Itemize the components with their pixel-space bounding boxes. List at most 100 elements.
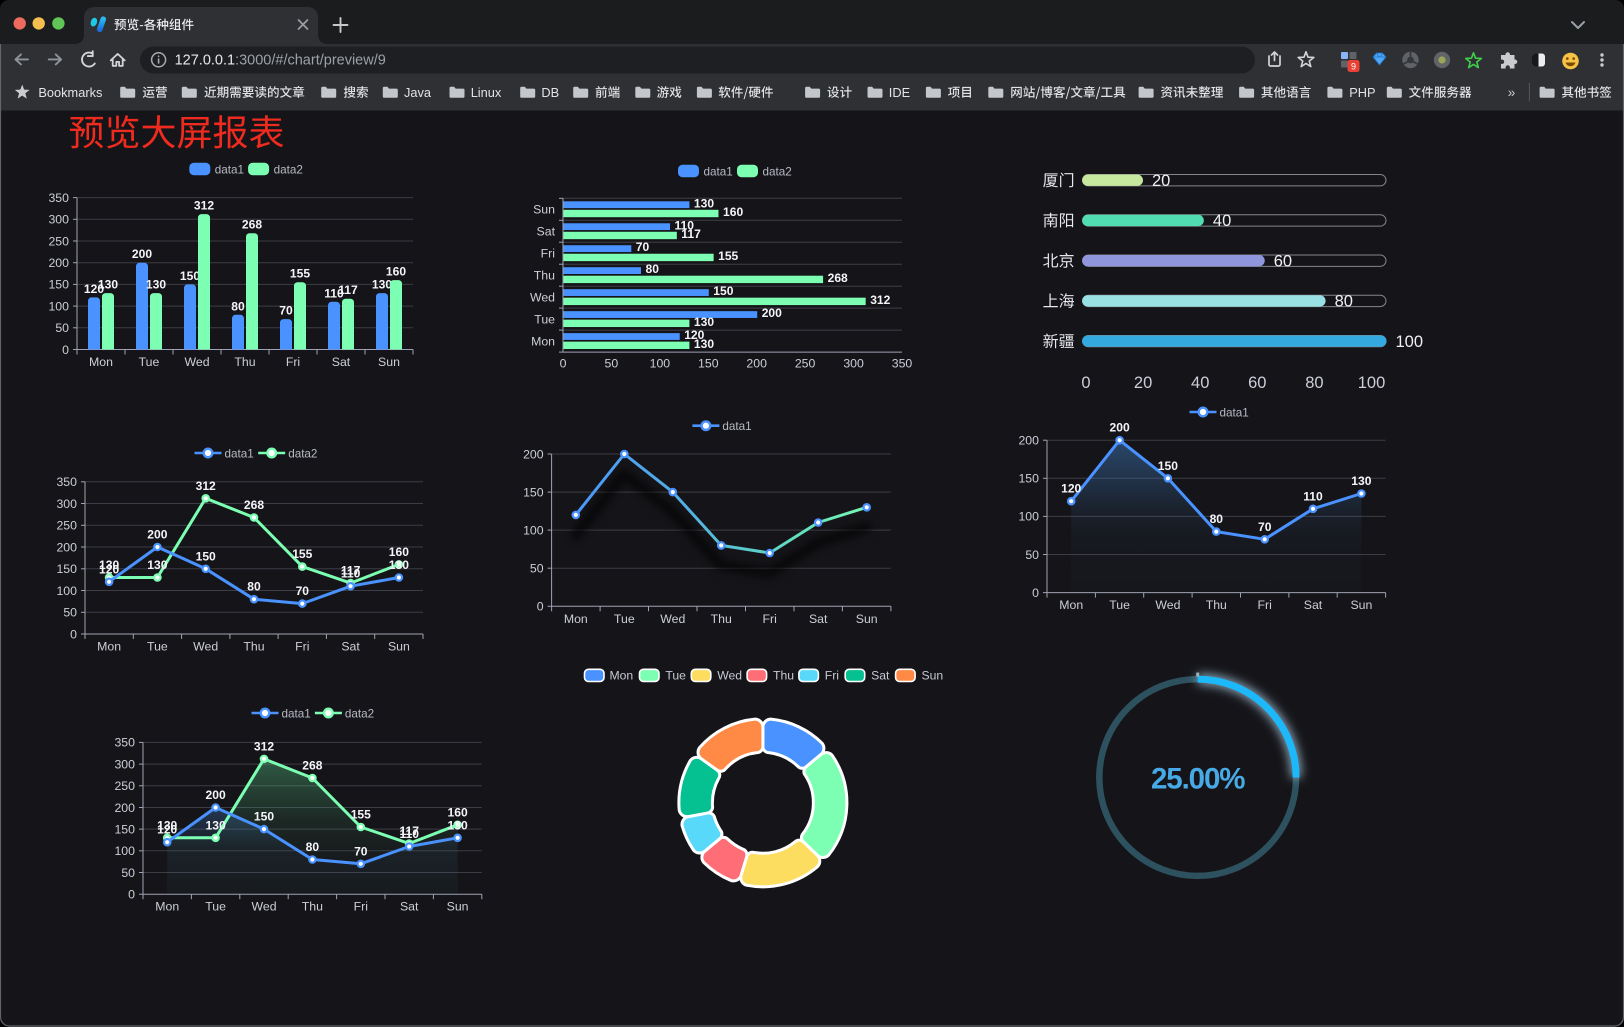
svg-text:Fri: Fri xyxy=(354,900,368,914)
svg-text:200: 200 xyxy=(114,801,135,815)
svg-text:150: 150 xyxy=(523,485,544,499)
svg-text:100: 100 xyxy=(56,584,77,598)
svg-text:0: 0 xyxy=(62,343,69,357)
svg-text:155: 155 xyxy=(351,808,371,822)
svg-text:150: 150 xyxy=(713,284,733,298)
svg-text:Wed: Wed xyxy=(530,291,555,305)
svg-text:200: 200 xyxy=(206,788,226,802)
svg-text:312: 312 xyxy=(870,293,890,307)
svg-text:120: 120 xyxy=(157,823,177,837)
svg-text:Mon: Mon xyxy=(531,334,555,348)
svg-text:Mon: Mon xyxy=(564,612,588,626)
svg-text:data1: data1 xyxy=(704,165,733,178)
svg-text:Wed: Wed xyxy=(1155,598,1180,612)
svg-text:200: 200 xyxy=(746,357,767,371)
svg-text:80: 80 xyxy=(1305,374,1323,392)
svg-text:110: 110 xyxy=(1303,489,1323,503)
svg-text:50: 50 xyxy=(605,357,619,371)
svg-text:110: 110 xyxy=(399,827,419,841)
svg-text:70: 70 xyxy=(296,584,310,598)
svg-text:155: 155 xyxy=(292,547,312,561)
svg-text:Fri: Fri xyxy=(1258,598,1272,612)
svg-text:Tue: Tue xyxy=(1109,598,1130,612)
svg-text:350: 350 xyxy=(114,736,135,750)
svg-text:100: 100 xyxy=(650,357,671,371)
svg-text:250: 250 xyxy=(114,779,135,793)
svg-text:250: 250 xyxy=(48,234,69,248)
svg-text:Wed: Wed xyxy=(717,669,742,683)
svg-text:Wed: Wed xyxy=(193,640,218,654)
svg-text:Thu: Thu xyxy=(534,269,555,283)
svg-text:DB: DB xyxy=(541,85,559,100)
svg-text:130: 130 xyxy=(694,337,714,351)
svg-text:data2: data2 xyxy=(763,165,792,178)
svg-text:200: 200 xyxy=(147,528,167,542)
svg-text:50: 50 xyxy=(530,562,544,576)
svg-text:155: 155 xyxy=(290,267,310,281)
svg-text:Sun: Sun xyxy=(533,203,555,217)
svg-text:120: 120 xyxy=(99,562,119,576)
svg-text:268: 268 xyxy=(244,498,264,512)
svg-text:Fri: Fri xyxy=(763,612,777,626)
svg-text:Sat: Sat xyxy=(871,669,890,683)
svg-text:268: 268 xyxy=(828,271,848,285)
svg-text:data1: data1 xyxy=(722,420,751,433)
svg-text:Sun: Sun xyxy=(447,900,469,914)
svg-text:160: 160 xyxy=(723,205,743,219)
svg-text:40: 40 xyxy=(1213,212,1231,230)
svg-text:Sun: Sun xyxy=(1350,598,1372,612)
svg-text:70: 70 xyxy=(279,304,293,318)
svg-text:Sat: Sat xyxy=(1304,598,1323,612)
svg-text:150: 150 xyxy=(698,357,719,371)
svg-text:250: 250 xyxy=(56,519,77,533)
svg-text:Mon: Mon xyxy=(1059,598,1083,612)
svg-text:150: 150 xyxy=(56,562,77,576)
svg-text:Sat: Sat xyxy=(537,225,556,239)
svg-text:160: 160 xyxy=(386,265,406,279)
svg-text:50: 50 xyxy=(121,866,135,880)
svg-text:Wed: Wed xyxy=(184,355,209,369)
svg-text:200: 200 xyxy=(48,256,69,270)
svg-text:150: 150 xyxy=(48,278,69,292)
svg-text:200: 200 xyxy=(523,447,544,461)
svg-text:150: 150 xyxy=(180,269,200,283)
svg-text:Fri: Fri xyxy=(295,640,309,654)
svg-text:Linux: Linux xyxy=(471,85,502,100)
svg-text:0: 0 xyxy=(537,600,544,614)
svg-text:data1: data1 xyxy=(225,447,254,460)
svg-text:Tue: Tue xyxy=(139,355,160,369)
svg-text:20: 20 xyxy=(1134,374,1152,392)
svg-text:200: 200 xyxy=(762,306,782,320)
svg-text:0: 0 xyxy=(560,357,567,371)
svg-text:155: 155 xyxy=(718,249,738,263)
svg-text:117: 117 xyxy=(338,283,358,297)
svg-text:Sat: Sat xyxy=(809,612,828,626)
svg-text:80: 80 xyxy=(247,580,261,594)
svg-text:0: 0 xyxy=(1081,374,1090,392)
svg-text:100: 100 xyxy=(1018,510,1039,524)
svg-text:312: 312 xyxy=(194,199,214,213)
svg-text:120: 120 xyxy=(1061,482,1081,496)
svg-text:Fri: Fri xyxy=(541,247,555,261)
svg-text:Sun: Sun xyxy=(856,612,878,626)
svg-text:Sun: Sun xyxy=(388,640,410,654)
svg-text:50: 50 xyxy=(1025,548,1039,562)
svg-text:350: 350 xyxy=(56,475,77,489)
svg-text:117: 117 xyxy=(399,824,419,838)
svg-text:130: 130 xyxy=(98,278,118,292)
svg-text:Thu: Thu xyxy=(773,669,794,683)
svg-text:Tue: Tue xyxy=(205,900,226,914)
svg-text:data1: data1 xyxy=(1220,406,1249,419)
svg-text:data2: data2 xyxy=(274,163,303,176)
svg-text:110: 110 xyxy=(341,567,361,581)
svg-text:70: 70 xyxy=(636,240,650,254)
svg-text:0: 0 xyxy=(70,627,77,641)
svg-text:130: 130 xyxy=(157,818,177,832)
svg-text:PHP: PHP xyxy=(1349,85,1375,100)
svg-text:200: 200 xyxy=(132,247,152,261)
svg-text:127.0.0.1:3000/#/chart/preview: 127.0.0.1:3000/#/chart/preview/9 xyxy=(175,53,386,69)
svg-text:Mon: Mon xyxy=(97,640,121,654)
svg-text:Thu: Thu xyxy=(711,612,732,626)
svg-text:130: 130 xyxy=(147,558,167,572)
svg-text:130: 130 xyxy=(146,278,166,292)
